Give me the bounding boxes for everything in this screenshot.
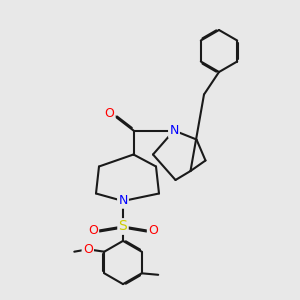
Text: O: O — [148, 224, 158, 238]
Text: O: O — [105, 106, 114, 120]
Text: S: S — [118, 220, 127, 233]
Text: N: N — [169, 124, 179, 137]
Text: O: O — [88, 224, 98, 238]
Text: O: O — [83, 243, 93, 256]
Text: N: N — [118, 194, 128, 208]
